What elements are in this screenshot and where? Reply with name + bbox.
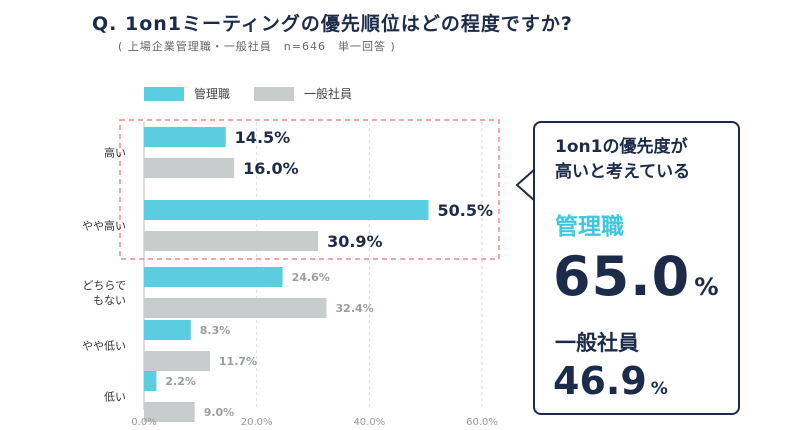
- survey-subtitle: ( 上場企業管理職・一般社員 n=646 単一回答 ): [118, 40, 396, 53]
- callout-pointer: [515, 168, 536, 202]
- data-label-employee: 11.7%: [219, 355, 257, 368]
- data-label-manager: 14.5%: [235, 128, 291, 147]
- x-tick-label: 40.0%: [353, 417, 385, 428]
- legend-swatch-manager: [144, 86, 184, 101]
- bar-manager: [144, 320, 191, 340]
- bar-employee: [144, 402, 195, 422]
- summary-callout: 1on1の優先度が 高いと考えている 管理職 65.0% 一般社員 46.9%: [533, 121, 740, 415]
- callout-employee-label: 一般社員: [555, 331, 639, 355]
- legend-item-employee: 一般社員: [254, 85, 352, 102]
- x-tick-label: 0.0%: [131, 417, 156, 428]
- category-label: やや低い: [82, 340, 126, 353]
- data-label-manager: 24.6%: [292, 271, 330, 284]
- data-label-employee: 30.9%: [327, 232, 383, 251]
- legend-item-manager: 管理職: [144, 85, 230, 102]
- data-label-manager: 2.2%: [165, 375, 196, 388]
- bar-manager: [144, 371, 157, 391]
- data-label-employee: 9.0%: [204, 406, 235, 419]
- callout-heading-line2: 高いと考えている: [555, 162, 691, 182]
- callout-manager-label: 管理職: [555, 214, 624, 240]
- data-label-manager: 50.5%: [437, 201, 493, 220]
- callout-employee-percent: %: [650, 379, 668, 399]
- bar-manager: [144, 127, 226, 147]
- chart-legend: 管理職 一般社員: [144, 85, 376, 102]
- category-label: 高い: [104, 146, 126, 160]
- x-tick-label: 60.0%: [466, 417, 498, 428]
- bar-employee: [144, 231, 319, 251]
- data-label-employee: 16.0%: [243, 159, 299, 178]
- callout-manager-number: 65.0: [553, 245, 691, 308]
- category-label: どちらで: [82, 279, 126, 292]
- category-label: 低い: [104, 391, 126, 404]
- category-label: もない: [93, 294, 126, 307]
- category-label: やや高い: [82, 219, 126, 233]
- x-tick-label: 20.0%: [241, 417, 273, 428]
- bar-employee: [144, 351, 210, 371]
- bar-manager: [144, 267, 283, 287]
- legend-swatch-employee: [254, 86, 295, 101]
- question-title: Q. 1on1ミーティングの優先順位はどの程度ですか?: [92, 13, 573, 35]
- data-label-employee: 32.4%: [336, 302, 374, 315]
- callout-heading: 1on1の優先度が 高いと考えている: [555, 135, 690, 185]
- bar-employee: [144, 158, 235, 178]
- legend-label-manager: 管理職: [194, 87, 231, 101]
- callout-employee-number: 46.9: [553, 359, 647, 403]
- legend-label-employee: 一般社員: [304, 87, 353, 101]
- callout-heading-line1: 1on1の優先度が: [555, 137, 688, 157]
- callout-employee-value: 46.9%: [553, 359, 668, 403]
- callout-manager-percent: %: [694, 272, 720, 301]
- data-label-manager: 8.3%: [200, 324, 231, 337]
- callout-manager-value: 65.0%: [553, 245, 720, 308]
- bar-employee: [144, 298, 327, 318]
- highlight-box: [119, 119, 500, 260]
- bar-manager: [144, 200, 429, 220]
